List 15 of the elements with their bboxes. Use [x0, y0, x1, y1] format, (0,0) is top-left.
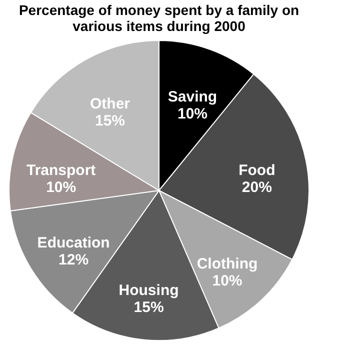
- slice-label: Saving: [168, 88, 218, 106]
- data-label: 12%: [58, 251, 89, 268]
- slice-label: Transport: [26, 162, 96, 180]
- data-label: 10%: [177, 105, 208, 122]
- slice-label: Education: [37, 234, 110, 252]
- data-label: 20%: [242, 179, 272, 196]
- slice-label: Clothing: [196, 256, 258, 273]
- data-label: 10%: [46, 179, 76, 196]
- slice-label: Other: [90, 95, 130, 112]
- data-label: 15%: [94, 112, 126, 130]
- slice-label: Housing: [118, 282, 179, 299]
- slice-label: Food: [238, 162, 276, 180]
- data-label: 10%: [212, 272, 242, 290]
- data-label: 15%: [134, 298, 164, 316]
- chart-title: Percentage of money spent by a family on various items during 2000: [18, 2, 300, 34]
